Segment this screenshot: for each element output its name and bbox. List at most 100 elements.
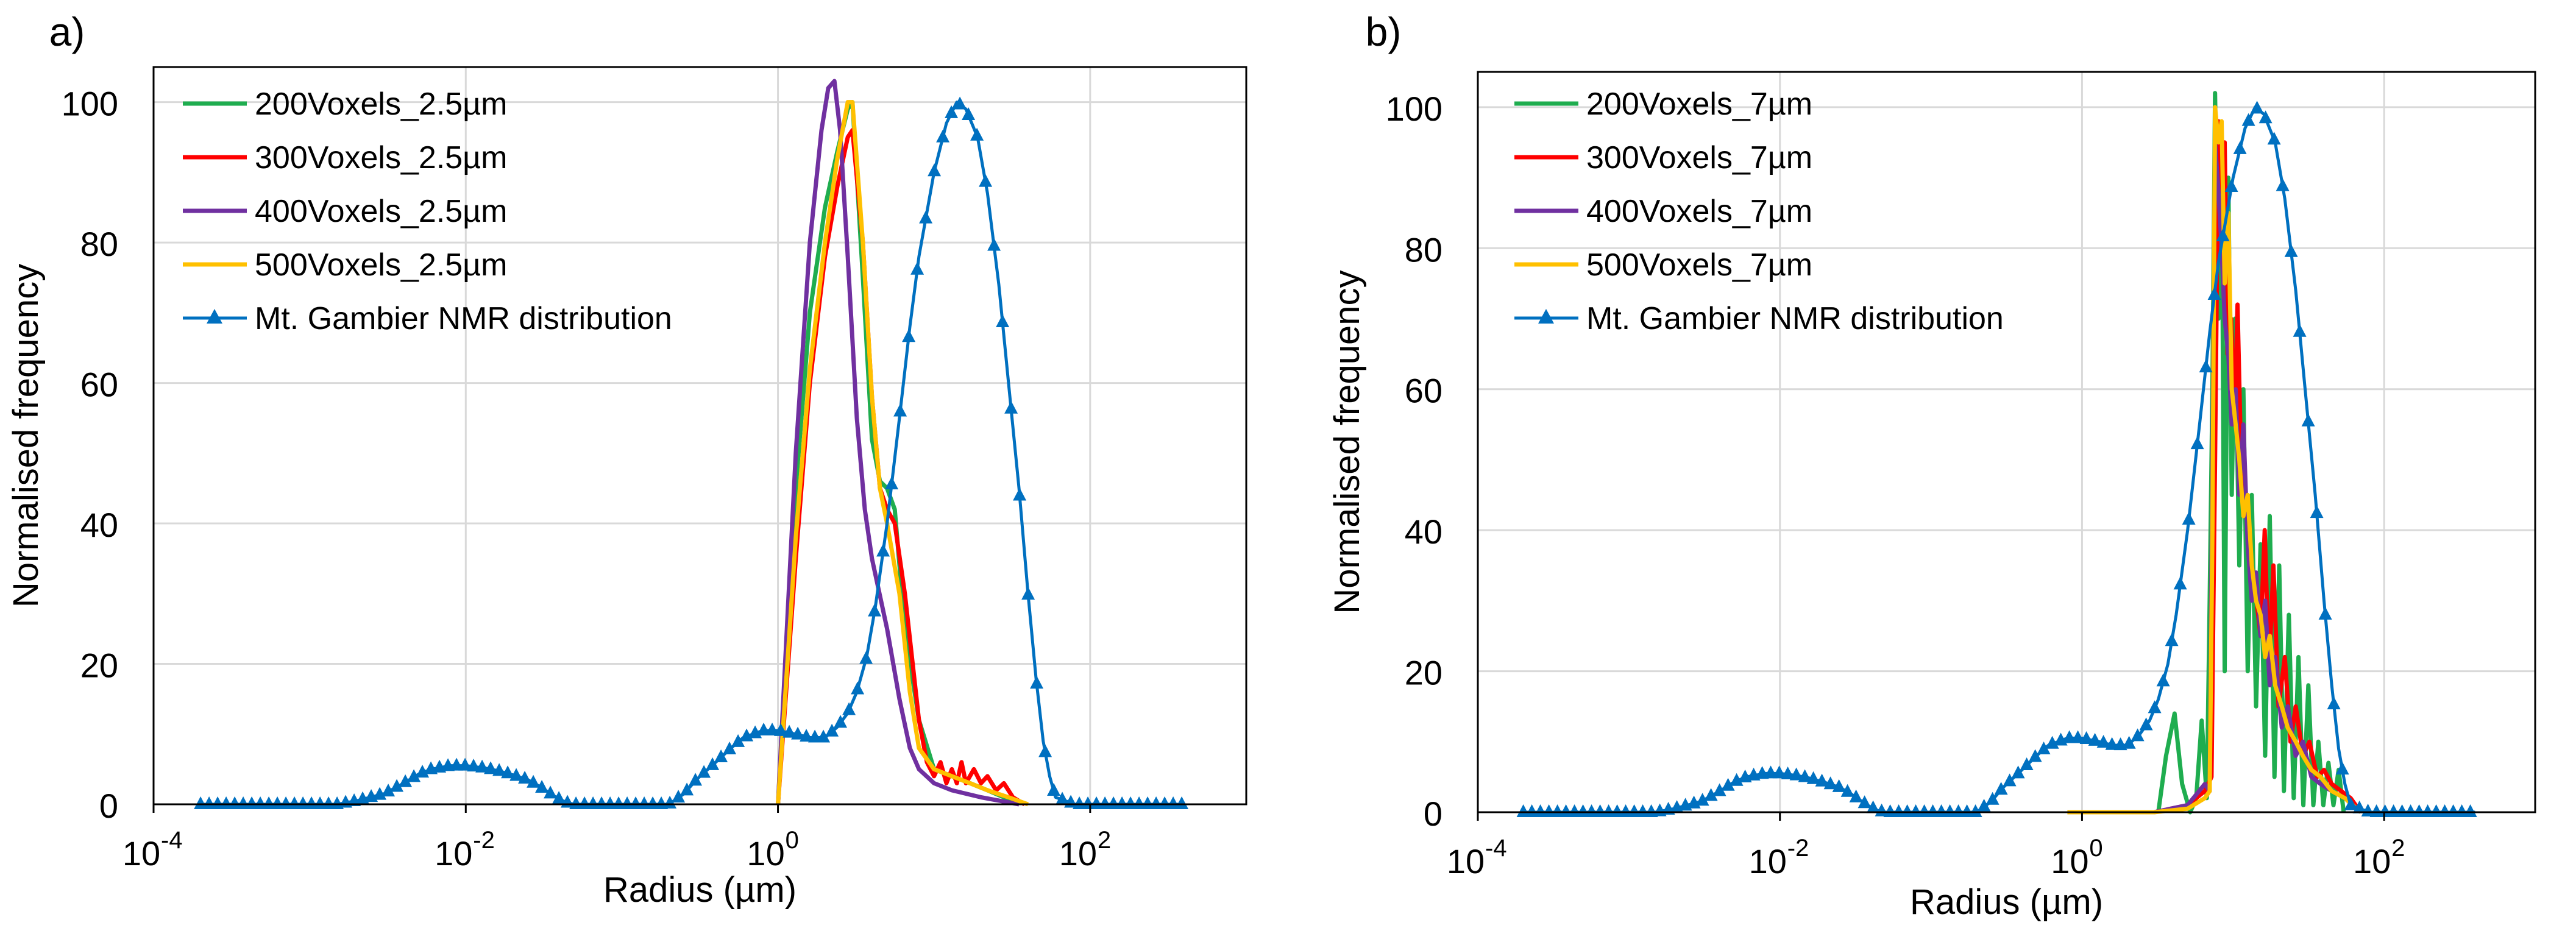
y-tick-label: 100	[62, 85, 118, 123]
series-marker	[2250, 101, 2264, 114]
series-marker	[245, 796, 259, 809]
series-marker	[2165, 633, 2179, 646]
series-marker	[1166, 796, 1180, 809]
series-marker	[706, 757, 720, 770]
series-marker	[979, 174, 993, 187]
series-marker	[407, 769, 421, 782]
series-marker	[945, 105, 959, 118]
series-4	[776, 100, 1029, 807]
series-marker	[723, 741, 737, 754]
series-marker	[808, 729, 822, 743]
series-marker	[236, 796, 250, 809]
series-marker	[2139, 717, 2153, 731]
series-marker	[1115, 796, 1129, 809]
series-marker	[1968, 804, 1982, 817]
panel-label: b)	[1366, 9, 1402, 54]
y-tick-label: 60	[80, 366, 118, 404]
series-marker	[996, 314, 1010, 328]
series-marker	[1806, 771, 1820, 784]
series-marker	[620, 796, 634, 809]
series-marker	[399, 774, 413, 787]
series-marker	[1815, 773, 1829, 787]
series-5	[1516, 101, 2477, 817]
series-marker	[2131, 728, 2145, 742]
series-marker	[1021, 587, 1035, 600]
series-marker	[2105, 737, 2119, 750]
x-tick-label: 10	[2051, 842, 2088, 880]
series-marker	[2267, 132, 2281, 145]
series-marker	[714, 749, 728, 762]
series-marker	[987, 238, 1001, 251]
series-marker	[501, 765, 515, 779]
x-tick-label-exponent: -4	[1485, 835, 1507, 862]
series-marker	[595, 796, 609, 809]
y-tick-label: 0	[99, 787, 118, 825]
series-line	[2156, 91, 2346, 815]
series-marker	[381, 784, 396, 797]
legend-item: 300Voxels_2.5µm	[183, 140, 507, 175]
series-marker	[2216, 228, 2230, 241]
series-marker	[2446, 804, 2460, 817]
series-marker	[834, 715, 848, 728]
series-marker	[603, 796, 617, 809]
series-marker	[1951, 804, 1965, 817]
series-line	[776, 100, 1029, 807]
series-marker	[612, 796, 626, 809]
series-marker	[672, 790, 686, 803]
series-marker	[1602, 804, 1616, 817]
series-marker	[2386, 804, 2400, 817]
y-tick-label: 20	[80, 646, 118, 685]
legend-marker	[1538, 309, 1554, 324]
series-marker	[637, 796, 651, 809]
x-tick-label-exponent: 2	[1098, 827, 1111, 854]
series-marker	[910, 261, 924, 275]
series-marker	[970, 127, 984, 141]
legend: 200Voxels_2.5µm 300Voxels_2.5µm 400Voxels_…	[183, 87, 672, 336]
series-marker	[2020, 757, 2034, 771]
series-marker	[219, 796, 233, 809]
series-marker	[1056, 791, 1070, 805]
series-marker	[1584, 804, 1598, 817]
series-marker	[2335, 762, 2349, 775]
legend-label: 200Voxels_2.5µm	[255, 87, 507, 122]
series-marker	[544, 785, 558, 799]
x-tick-label-exponent: -2	[1787, 835, 1809, 862]
series-marker	[2028, 749, 2042, 762]
series-marker	[535, 779, 549, 793]
y-tick-label: 40	[80, 506, 118, 544]
series-marker	[2156, 673, 2170, 687]
series-marker	[1098, 796, 1112, 809]
legend-label: 300Voxels_7µm	[1586, 140, 1812, 175]
legend-item: 200Voxels_7µm	[1514, 87, 1812, 122]
series-4	[2067, 105, 2363, 815]
series-marker	[1960, 804, 1974, 817]
series-marker	[1823, 776, 1837, 790]
legend-label: Mt. Gambier NMR distribution	[1586, 301, 2004, 336]
series-5	[194, 96, 1189, 809]
series-marker	[2011, 765, 2025, 779]
legend-item: 500Voxels_2.5µm	[183, 247, 507, 283]
series-marker	[697, 765, 711, 778]
series-marker	[800, 729, 814, 742]
series-marker	[774, 723, 788, 736]
series-marker	[1525, 804, 1539, 817]
series-marker	[1533, 804, 1547, 817]
series-line	[776, 79, 1020, 807]
series-marker	[2241, 113, 2255, 126]
series-marker	[1909, 804, 1923, 817]
plot-frame	[1477, 71, 2536, 813]
series-marker	[2224, 179, 2238, 193]
series-marker	[1132, 796, 1146, 809]
series-marker	[1849, 789, 1863, 802]
series-marker	[1712, 783, 1726, 796]
legend-label: 500Voxels_7µm	[1586, 247, 1812, 283]
series-marker	[817, 729, 831, 743]
series-marker	[202, 796, 216, 809]
series-marker	[1917, 804, 1931, 817]
legend: 200Voxels_7µm 300Voxels_7µm 400Voxels_7µm 5…	[1514, 87, 2004, 336]
series-marker	[2378, 804, 2392, 817]
legend-marker	[207, 309, 222, 324]
y-tick-label: 100	[1386, 90, 1442, 128]
series-line	[2067, 105, 2363, 815]
legend-item: 300Voxels_7µm	[1514, 140, 1812, 175]
